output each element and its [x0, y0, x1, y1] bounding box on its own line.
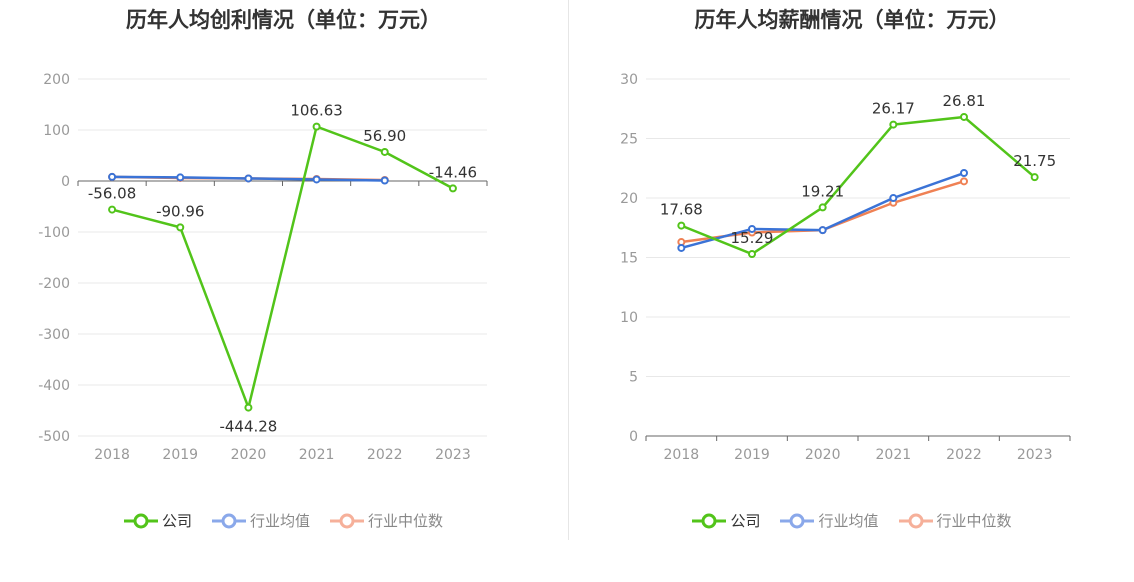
data-label: 26.81 — [943, 92, 986, 110]
data-point — [176, 223, 185, 232]
y-tick-label: 20 — [620, 191, 638, 207]
data-point — [677, 221, 686, 230]
legend-line-icon — [211, 513, 246, 528]
legend-item-industry-median[interactable]: 行业中位数 — [330, 510, 443, 531]
data-label: 56.90 — [363, 127, 406, 145]
y-tick-label: 25 — [620, 132, 638, 148]
legend-label: 行业中位数 — [368, 512, 444, 530]
y-tick-label: -200 — [38, 276, 70, 292]
y-tick-label: 10 — [620, 310, 638, 326]
data-point — [380, 147, 389, 156]
data-point — [176, 173, 185, 182]
x-tick-label: 2018 — [664, 447, 700, 463]
x-tick-label: 2019 — [162, 447, 198, 463]
y-tick-label: 0 — [629, 429, 638, 445]
data-point — [748, 250, 756, 259]
y-tick-label: -300 — [38, 327, 70, 343]
legend-item-company[interactable]: 公司 — [123, 510, 192, 531]
data-label: -56.08 — [88, 185, 136, 203]
data-point — [312, 175, 321, 184]
x-tick-label: 2018 — [94, 447, 130, 463]
y-tick-label: 30 — [620, 72, 638, 88]
chart-plot-profit: 200 100 0 -100 -200 -300 -400 -500 2018 2019 2020 2… — [38, 72, 488, 463]
x-tick-label: 2020 — [805, 447, 841, 463]
y-tick-label: 15 — [620, 251, 638, 267]
legend-line-icon — [898, 513, 933, 528]
data-point — [960, 169, 968, 178]
data-label: -90.96 — [156, 202, 204, 220]
legend-line-icon — [330, 513, 364, 528]
data-point — [244, 174, 253, 183]
chart-plot-salary: 30 25 20 15 10 5 0 2018 2019 2020 2021 2022 2023 17.6… — [620, 72, 1071, 463]
x-tick-label: 2023 — [1017, 447, 1053, 463]
legend-line-icon — [123, 513, 158, 528]
legend-label: 行业均值 — [249, 512, 310, 530]
data-point — [108, 172, 117, 181]
data-point — [889, 120, 898, 129]
data-label: 21.75 — [1013, 152, 1056, 170]
chart-title: 历年人均创利情况（单位：万元） — [126, 8, 441, 32]
legend-label: 行业均值 — [818, 512, 879, 530]
data-point — [960, 177, 968, 186]
x-tick-label: 2020 — [231, 447, 267, 463]
legend-label: 行业中位数 — [936, 512, 1012, 530]
data-point — [1030, 173, 1039, 182]
legend-line-icon — [780, 513, 815, 528]
data-label: -14.46 — [429, 163, 477, 181]
chart-title: 历年人均薪酬情况（单位：万元） — [694, 8, 1010, 32]
chart-panel-profit: 历年人均创利情况（单位：万元） 200 100 0 -100 -200 -300 -400 -… — [0, 8, 567, 531]
legend-label: 公司 — [730, 512, 761, 530]
x-tick-label: 2022 — [367, 447, 403, 463]
y-tick-label: 100 — [43, 123, 70, 139]
data-point — [312, 122, 321, 131]
data-point — [889, 194, 898, 202]
series-line — [680, 115, 1036, 256]
chart-legend: 公司 行业均值 行业中位数 — [570, 510, 1134, 531]
data-point — [108, 205, 117, 214]
series-line — [111, 125, 454, 409]
x-tick-label: 2019 — [734, 447, 770, 463]
data-label: 15.29 — [731, 229, 774, 247]
data-point — [244, 403, 253, 412]
legend-line-icon — [692, 513, 727, 528]
y-tick-label: -500 — [38, 429, 70, 445]
data-point — [380, 176, 389, 185]
data-label: 106.63 — [290, 102, 343, 120]
x-tick-label: 2022 — [946, 447, 982, 463]
chart-legend: 公司 行业均值 行业中位数 — [0, 510, 567, 531]
x-tick-label: 2021 — [876, 447, 912, 463]
panel-divider — [568, 0, 569, 540]
data-label: -444.28 — [219, 418, 277, 436]
y-tick-label: -400 — [38, 378, 70, 394]
legend-item-industry-median[interactable]: 行业中位数 — [898, 510, 1012, 531]
data-label: 19.21 — [801, 182, 844, 200]
data-label: 17.68 — [660, 201, 703, 219]
data-label: 26.17 — [872, 100, 915, 118]
y-tick-label: 5 — [629, 370, 638, 386]
legend-item-industry-avg[interactable]: 行业均值 — [780, 510, 879, 531]
data-point — [748, 224, 756, 233]
y-tick-label: 0 — [61, 174, 70, 190]
x-tick-label: 2023 — [435, 447, 471, 463]
x-tick-label: 2021 — [299, 447, 335, 463]
data-point — [448, 184, 457, 193]
data-point — [677, 243, 686, 252]
data-point — [818, 203, 827, 212]
legend-item-industry-avg[interactable]: 行业均值 — [211, 510, 310, 531]
chart-panel-salary: 历年人均薪酬情况（单位：万元） 30 25 20 15 10 5 0 2018 2019 2020… — [570, 0, 1134, 582]
legend-item-company[interactable]: 公司 — [692, 510, 760, 531]
data-point — [818, 226, 827, 235]
data-point — [960, 112, 968, 121]
y-tick-label: -100 — [38, 225, 70, 241]
y-tick-label: 200 — [43, 72, 70, 88]
legend-label: 公司 — [161, 512, 192, 530]
